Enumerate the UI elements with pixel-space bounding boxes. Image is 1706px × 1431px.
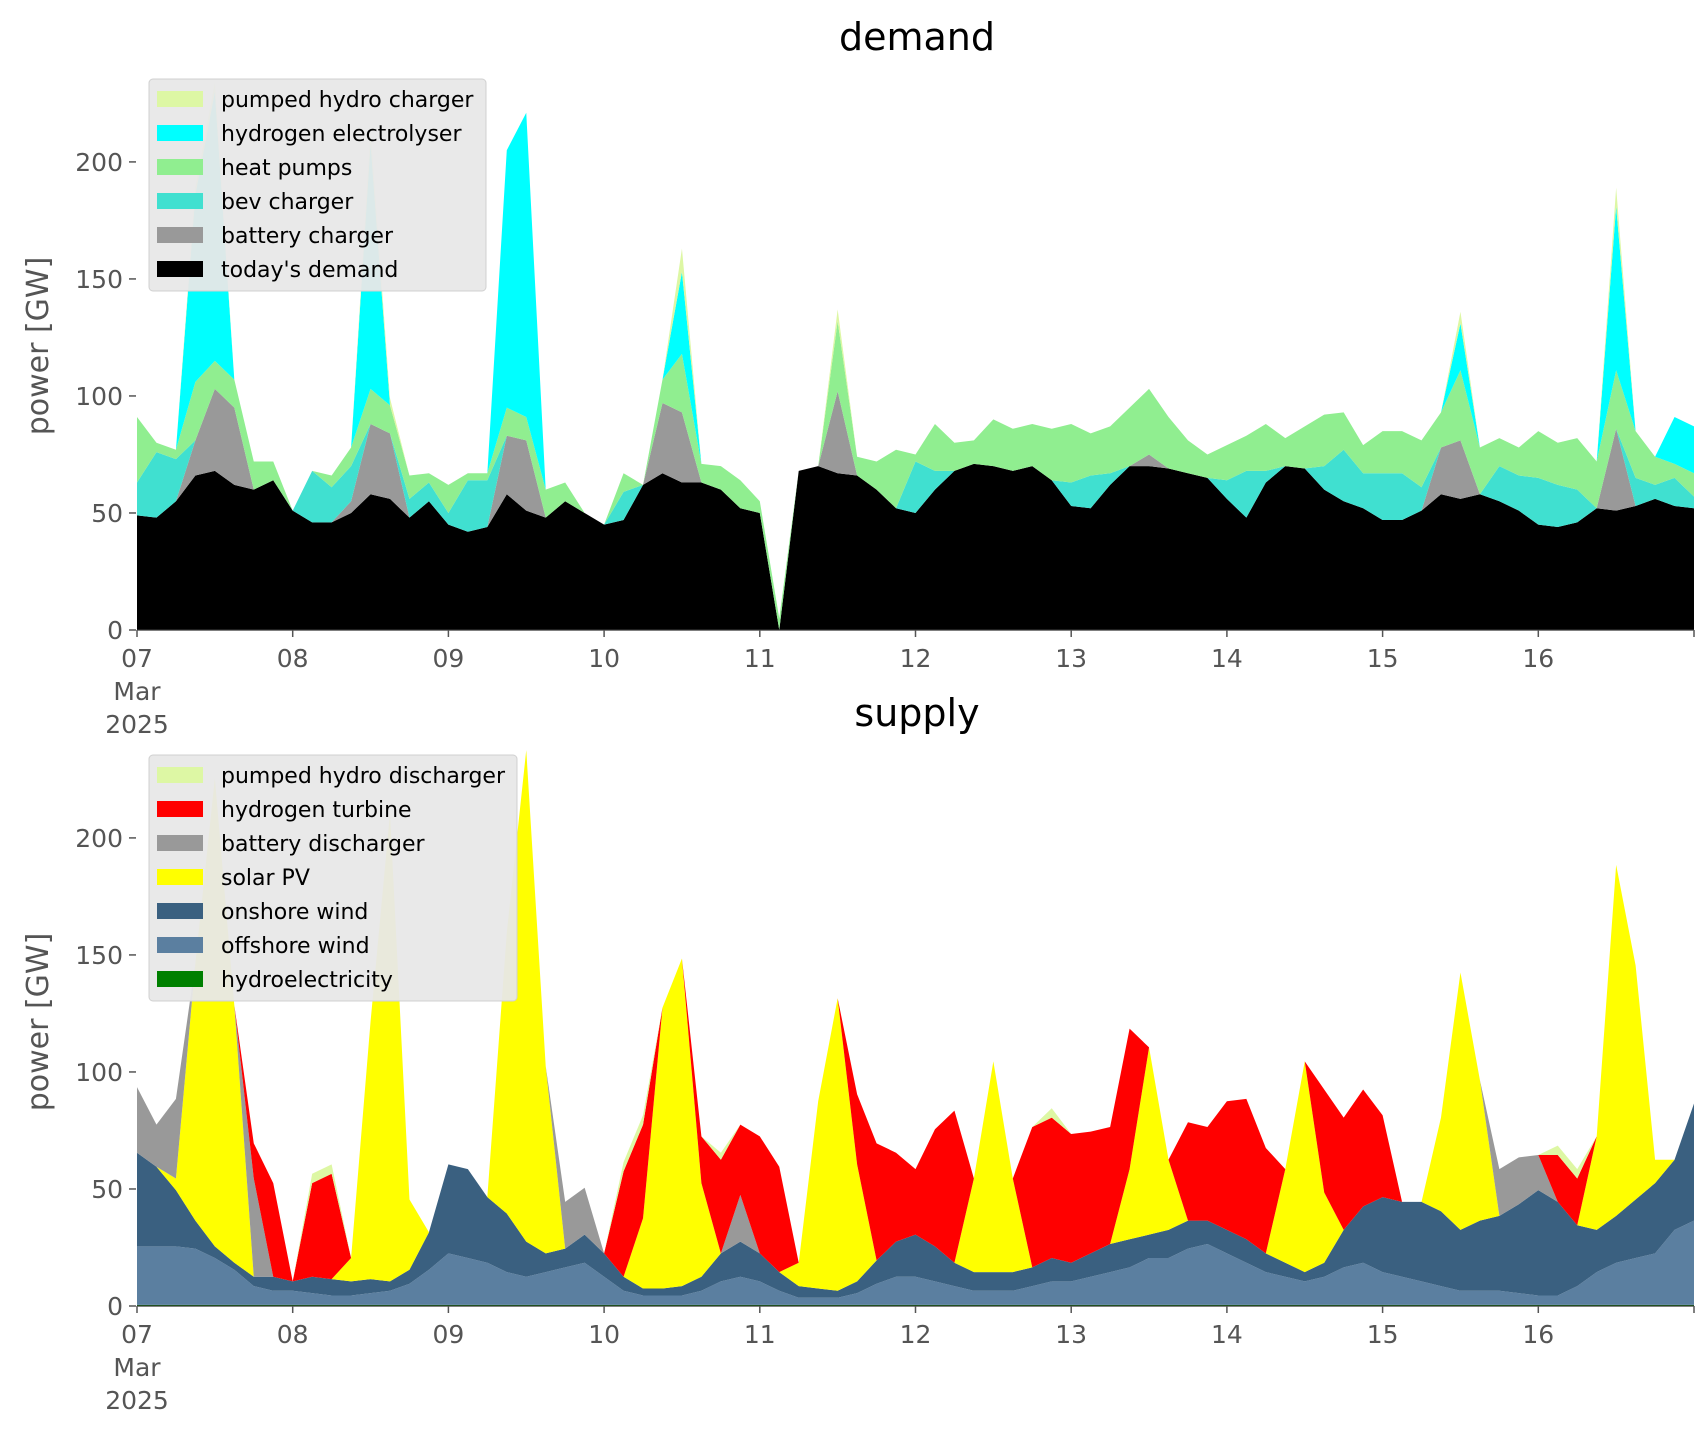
x-tick-label: 09 <box>432 1320 464 1349</box>
legend-label-heat-pumps: heat pumps <box>221 156 352 181</box>
y-tick-label: 0 <box>107 616 123 645</box>
legend-swatch-pumped-hydro-discharger <box>157 767 203 783</box>
y-tick-label: 50 <box>91 499 123 528</box>
x-tick-label: 11 <box>744 644 776 673</box>
legend-swatch-onshore-wind <box>157 903 203 919</box>
legend-label-hydrogen-electrolyser: hydrogen electrolyser <box>221 122 462 147</box>
y-tick-label: 150 <box>75 941 123 970</box>
supply-axes: 0 50 100 150 200 07 Mar 2025 08 09 10 11 12 13 14 15 16 <box>75 824 1695 1415</box>
legend-label-bev-charger: bev charger <box>221 190 354 215</box>
y-tick-label: 0 <box>107 1292 123 1321</box>
legend-label-today-s-demand: today's demand <box>221 258 398 283</box>
x-tick-sublabel: 2025 <box>105 710 169 739</box>
x-tick-label: 07 <box>121 1320 153 1349</box>
supply-legend: pumped hydro discharger hydrogen turbine b… <box>148 754 518 1002</box>
x-tick-label: 10 <box>588 1320 620 1349</box>
x-tick-label: 16 <box>1522 1320 1554 1349</box>
demand-axes: 0 50 100 150 200 07 Mar 2025 08 09 10 11 12 13 14 15 16 <box>75 148 1695 739</box>
area-bev-charger <box>137 388 1694 630</box>
x-tick-label: 08 <box>277 644 309 673</box>
demand-legend: pumped hydro charger hydrogen electrolyse… <box>148 78 487 292</box>
area-battery-charger <box>137 388 1694 630</box>
legend-box <box>148 754 518 1002</box>
legend-swatch-bev-charger <box>157 193 203 209</box>
demand-areas <box>137 82 1694 630</box>
demand-ylabel: power [GW] <box>21 257 56 436</box>
legend-swatch-heat-pumps <box>157 159 203 175</box>
y-tick-label: 100 <box>75 382 123 411</box>
x-tick-label: 09 <box>432 644 464 673</box>
x-tick-sublabel: Mar <box>113 1353 161 1382</box>
area-today-s-demand <box>137 463 1694 630</box>
x-tick-label: 13 <box>1055 644 1087 673</box>
legend-box <box>148 78 487 292</box>
legend-label-onshore-wind: onshore wind <box>221 900 368 925</box>
x-tick-sublabel: 2025 <box>105 1386 169 1415</box>
legend-label-hydroelectricity: hydroelectricity <box>221 968 393 993</box>
x-tick-label: 07 <box>121 644 153 673</box>
y-tick-label: 50 <box>91 1175 123 1204</box>
legend-swatch-hydroelectricity <box>157 971 203 987</box>
legend-swatch-solar-pv <box>157 869 203 885</box>
x-tick-label: 08 <box>277 1320 309 1349</box>
area-solar-pv <box>137 750 1694 1291</box>
legend-label-battery-charger: battery charger <box>221 224 394 249</box>
legend-label-battery-discharger: battery discharger <box>221 832 426 857</box>
x-tick-label: 12 <box>900 644 932 673</box>
legend-swatch-today-s-demand <box>157 261 203 277</box>
area-hydrogen-turbine <box>137 750 1694 1282</box>
x-tick-label: 10 <box>588 644 620 673</box>
x-tick-label: 15 <box>1367 644 1399 673</box>
legend-label-hydrogen-turbine: hydrogen turbine <box>221 798 412 823</box>
legend-label-pumped-hydro-charger: pumped hydro charger <box>221 88 474 113</box>
legend-label-solar-pv: solar PV <box>221 866 310 891</box>
legend-swatch-battery-charger <box>157 227 203 243</box>
x-tick-sublabel: Mar <box>113 677 161 706</box>
y-tick-label: 200 <box>75 148 123 177</box>
x-tick-label: 13 <box>1055 1320 1087 1349</box>
area-onshore-wind <box>137 1103 1694 1298</box>
x-tick-label: 11 <box>744 1320 776 1349</box>
demand-title: demand <box>839 15 995 59</box>
supply-title: supply <box>854 691 979 735</box>
x-tick-label: 12 <box>900 1320 932 1349</box>
supply-ylabel: power [GW] <box>21 933 56 1112</box>
area-hydrogen-electrolyser <box>137 91 1694 619</box>
x-tick-label: 15 <box>1367 1320 1399 1349</box>
legend-swatch-offshore-wind <box>157 937 203 953</box>
legend-swatch-pumped-hydro-charger <box>157 91 203 107</box>
legend-swatch-hydrogen-electrolyser <box>157 125 203 141</box>
demand-chart: demand power [GW] 05010015020007Mar20250… <box>21 15 1695 739</box>
y-tick-label: 100 <box>75 1058 123 1087</box>
legend-swatch-battery-discharger <box>157 835 203 851</box>
legend-label-pumped-hydro-discharger: pumped hydro discharger <box>221 764 506 789</box>
area-offshore-wind <box>137 1220 1694 1305</box>
supply-chart: supply power [GW] 05010015020007Mar20250… <box>21 691 1695 1415</box>
x-tick-label: 14 <box>1211 644 1243 673</box>
x-tick-label: 14 <box>1211 1320 1243 1349</box>
y-tick-label: 150 <box>75 265 123 294</box>
y-tick-label: 200 <box>75 824 123 853</box>
x-tick-label: 16 <box>1522 644 1554 673</box>
legend-label-offshore-wind: offshore wind <box>221 934 370 959</box>
legend-swatch-hydrogen-turbine <box>157 801 203 817</box>
